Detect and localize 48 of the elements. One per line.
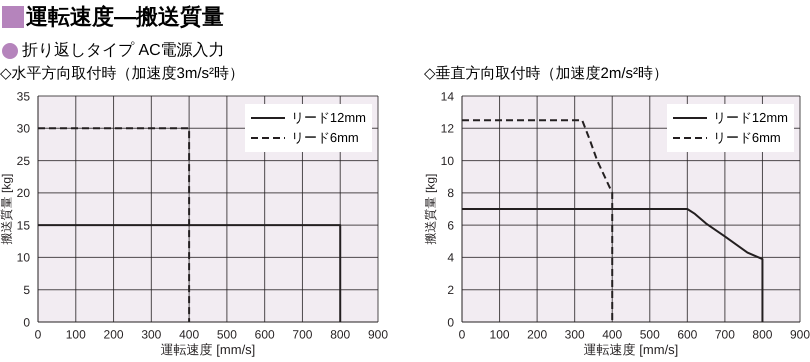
y-tick-label: 25 — [16, 154, 30, 168]
x-tick-label: 600 — [677, 328, 698, 342]
x-axis-title: 運転速度 [mm/s] — [160, 342, 256, 357]
y-tick-label: 10 — [16, 250, 30, 265]
y-tick-label: 12 — [440, 122, 454, 136]
x-tick-label: 800 — [330, 328, 351, 342]
x-tick-label: 300 — [141, 328, 162, 342]
y-tick-label: 30 — [16, 122, 30, 136]
x-tick-label: 0 — [458, 328, 466, 342]
y-tick-label: 35 — [16, 89, 30, 104]
y-tick-label: 15 — [16, 218, 30, 232]
legend-label: リード6mm — [290, 129, 359, 147]
y-tick-label: 5 — [23, 282, 30, 297]
x-tick-label: 100 — [490, 328, 510, 342]
chart-title: ◇水平方向取付時（加速度3m/s²時） — [0, 64, 244, 83]
x-tick-label: 100 — [66, 328, 86, 342]
x-tick-label: 800 — [752, 328, 773, 342]
x-tick-label: 500 — [216, 328, 238, 342]
x-tick-label: 700 — [714, 328, 736, 342]
chart-title: ◇垂直方向取付時（加速度2m/s²時） — [424, 64, 668, 83]
x-axis-title: 運転速度 [mm/s] — [584, 342, 678, 357]
y-tick-label: 0 — [447, 315, 454, 330]
y-tick-label: 4 — [447, 250, 454, 265]
x-tick-label: 200 — [104, 328, 124, 342]
legend-label: リード6mm — [712, 129, 781, 147]
x-tick-label: 300 — [564, 328, 585, 342]
legend-label: リード12mm — [290, 109, 366, 127]
text: 折り返しタイプ AC電源入力 — [22, 40, 225, 61]
x-tick-label: 200 — [527, 328, 548, 342]
y-tick-label: 14 — [440, 89, 454, 104]
y-axis-title: 搬送質量 [kg] — [0, 174, 14, 244]
y-tick-label: 0 — [23, 315, 30, 330]
x-tick-label: 600 — [254, 328, 275, 342]
y-tick-label: 10 — [440, 154, 454, 168]
y-tick-label: 6 — [447, 218, 454, 232]
y-tick-label: 8 — [447, 186, 454, 200]
x-tick-label: 400 — [179, 328, 200, 342]
x-tick-label: 900 — [790, 328, 810, 342]
x-tick-label: 900 — [368, 328, 388, 342]
x-tick-label: 500 — [640, 328, 660, 342]
y-axis-title: 搬送質量 [kg] — [423, 174, 438, 244]
legend-label: リード12mm — [712, 109, 788, 127]
x-tick-label: 400 — [602, 328, 623, 342]
x-tick-label: 700 — [292, 328, 313, 342]
x-tick-label: 0 — [34, 328, 42, 342]
text: 運転速度—搬送質量 — [26, 3, 224, 31]
y-tick-label: 20 — [16, 186, 30, 200]
y-tick-label: 2 — [447, 282, 454, 297]
